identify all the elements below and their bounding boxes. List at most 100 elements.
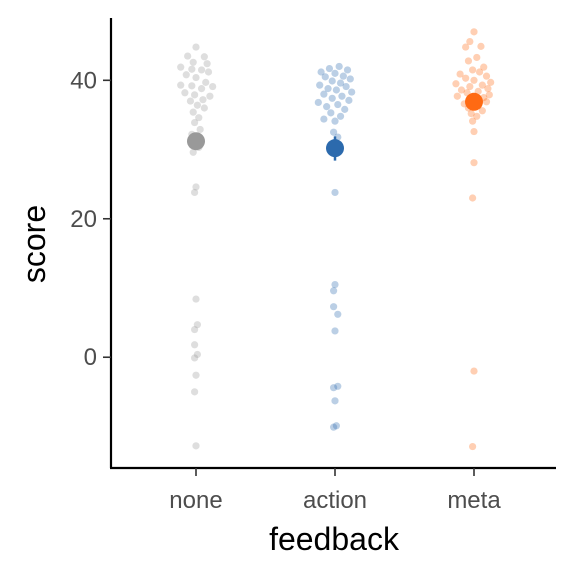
action-data-point	[331, 188, 339, 197]
action-data-point	[336, 112, 345, 120]
action-data-point	[316, 81, 324, 89]
x-ticks: none action meta	[169, 468, 501, 514]
none-data-point	[197, 66, 206, 74]
action-data-point	[331, 397, 339, 405]
meta-data-point	[487, 78, 495, 86]
meta-data-point	[484, 85, 492, 93]
meta-data-point	[470, 159, 478, 167]
none-data-point	[189, 58, 197, 66]
meta-data-point	[470, 127, 478, 136]
none-data-point	[196, 125, 204, 134]
none-data-point	[193, 350, 201, 359]
meta-data-point	[469, 66, 477, 74]
action-data-point	[330, 128, 338, 136]
action-mean-point	[326, 139, 344, 158]
meta-data-point	[478, 107, 486, 115]
action-data-point	[323, 103, 331, 111]
none-data-point	[191, 388, 199, 396]
none-data-point	[206, 92, 214, 100]
y-tick-label: 20	[70, 206, 97, 233]
action-data-point	[330, 303, 338, 311]
none-mean-point	[187, 132, 205, 151]
action-data-point	[335, 62, 343, 71]
action-data-point	[334, 382, 342, 390]
action-data-point	[321, 73, 329, 81]
action-data-point	[339, 72, 347, 80]
none-data-point	[204, 68, 213, 76]
meta-data-point	[464, 57, 473, 65]
none-data-point	[192, 43, 200, 51]
action-data-point	[314, 98, 322, 107]
meta-data-point	[462, 74, 470, 82]
action-data-point	[317, 68, 325, 76]
x-axis-title: feedback	[269, 521, 400, 557]
meta-data-point	[452, 80, 460, 88]
summary-layer	[187, 92, 483, 161]
meta-data-point	[485, 91, 493, 99]
none-data-point	[193, 101, 201, 109]
action-data-point	[348, 88, 356, 96]
action-data-point	[320, 90, 328, 98]
meta-data-point	[475, 68, 484, 76]
action-data-point	[328, 94, 336, 102]
none-data-point	[188, 82, 196, 90]
action-data-point	[320, 115, 328, 123]
action-data-point	[343, 66, 352, 74]
meta-data-point	[470, 28, 478, 36]
meta-data-point	[482, 98, 491, 106]
action-data-point	[331, 69, 339, 77]
none-data-point	[193, 321, 201, 329]
meta-data-point	[466, 82, 474, 91]
none-data-point	[191, 91, 199, 99]
meta-data-point	[456, 70, 464, 78]
action-data-point	[336, 79, 345, 87]
none-data-point	[177, 81, 185, 89]
none-data-point	[191, 118, 199, 127]
action-data-point	[334, 100, 342, 109]
action-data-point	[331, 327, 339, 335]
meta-data-point	[453, 92, 461, 100]
none-data-point	[191, 325, 199, 334]
y-tick-label: 0	[84, 344, 97, 371]
meta-data-point	[462, 43, 470, 51]
action-data-point	[330, 287, 338, 295]
meta-data-point	[457, 86, 466, 94]
none-data-point	[202, 78, 210, 86]
x-tick-label: action	[303, 487, 367, 514]
x-tick-label: meta	[447, 487, 501, 514]
meta-data-point	[478, 81, 486, 89]
none-data-point	[195, 114, 203, 122]
meta-data-point	[482, 72, 491, 80]
none-data-point	[203, 60, 211, 68]
none-data-point	[189, 148, 197, 156]
action-data-point	[332, 422, 340, 430]
meta-data-point	[467, 109, 475, 118]
none-data-point	[192, 73, 200, 82]
none-data-point	[197, 85, 206, 93]
action-data-point	[328, 77, 336, 85]
none-data-point	[188, 65, 196, 73]
x-tick-label: none	[169, 487, 222, 514]
none-data-point	[184, 52, 192, 60]
meta-data-point	[473, 53, 481, 62]
none-data-point	[191, 341, 199, 349]
action-data-point	[342, 82, 350, 91]
action-data-point	[331, 280, 339, 289]
none-data-point	[177, 63, 185, 71]
action-data-point	[334, 310, 342, 318]
meta-data-point	[473, 112, 481, 120]
meta-data-point	[470, 367, 478, 375]
none-data-point	[199, 96, 207, 104]
none-data-point	[200, 104, 208, 112]
action-data-point	[330, 384, 338, 392]
meta-data-point	[469, 442, 477, 451]
none-data-point	[192, 371, 200, 379]
action-data-point	[332, 86, 340, 94]
action-data-point	[346, 75, 354, 83]
none-data-point	[192, 442, 200, 450]
none-data-point	[209, 82, 217, 91]
none-data-point	[189, 108, 197, 116]
action-data-point	[341, 105, 349, 113]
none-data-point	[186, 97, 195, 105]
